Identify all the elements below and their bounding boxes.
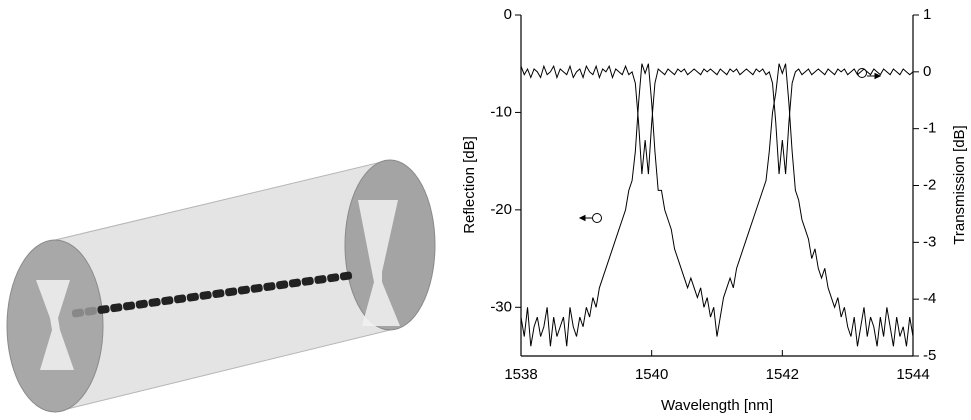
defect-hole [161, 296, 174, 306]
reflection-marker [592, 213, 602, 223]
transmission-marker [857, 68, 867, 78]
defect-hole [250, 283, 263, 293]
fiber-illustration [6, 159, 436, 413]
cylinder-body [54, 159, 391, 413]
y2-tick-label: 0 [923, 63, 931, 80]
defect-hole [173, 294, 187, 304]
plot-frame [520, 15, 914, 357]
x-tick-label: 1542 [766, 366, 799, 383]
defect-hole [110, 303, 123, 313]
y-tick-label: -20 [490, 201, 512, 218]
y2-tick-label: 1 [923, 6, 931, 23]
defect-hole [225, 287, 238, 297]
y-tick-label: -10 [490, 103, 512, 120]
defect-hole [84, 306, 97, 316]
defect-chain [71, 271, 353, 318]
y2-tick-label: -4 [923, 290, 936, 307]
defect-hole [339, 271, 353, 281]
reflection-arrowhead [578, 214, 586, 222]
defect-hole [301, 276, 314, 286]
y2-tick-label: -2 [923, 176, 936, 193]
defect-hole [276, 280, 289, 290]
x-tick-label: 1540 [635, 366, 668, 383]
defect-hole [212, 289, 225, 299]
defect-hole [327, 273, 340, 283]
transmission-arrowhead [874, 72, 882, 80]
series-line [520, 63, 914, 347]
defect-hole [263, 282, 276, 291]
y-tick-label: 0 [504, 6, 512, 23]
y-axis-label: Reflection [dB] [461, 136, 478, 234]
left-bowtie [36, 280, 74, 370]
y-tick-label: -30 [490, 298, 512, 315]
defect-hole [186, 292, 199, 302]
y2-tick-label: -3 [923, 233, 936, 250]
defect-hole [122, 301, 136, 311]
y2-tick-label: -5 [923, 347, 936, 364]
defect-hole [135, 299, 148, 309]
defect-hole [97, 305, 110, 314]
defect-hole [199, 290, 212, 300]
y2-tick-label: -1 [923, 120, 936, 137]
x-axis-label: Wavelength [nm] [661, 397, 773, 414]
defect-hole [237, 285, 251, 295]
series-markers [578, 68, 882, 223]
defect-hole [148, 298, 161, 307]
defect-hole [288, 278, 302, 288]
right-bowtie [358, 200, 400, 326]
defect-hole [71, 308, 85, 318]
y2-axis-label: Transmission [dB] [951, 125, 968, 244]
x-tick-label: 1538 [504, 366, 537, 383]
x-tick-label: 1544 [896, 366, 929, 383]
series-line [520, 64, 914, 175]
defect-hole [314, 275, 327, 284]
